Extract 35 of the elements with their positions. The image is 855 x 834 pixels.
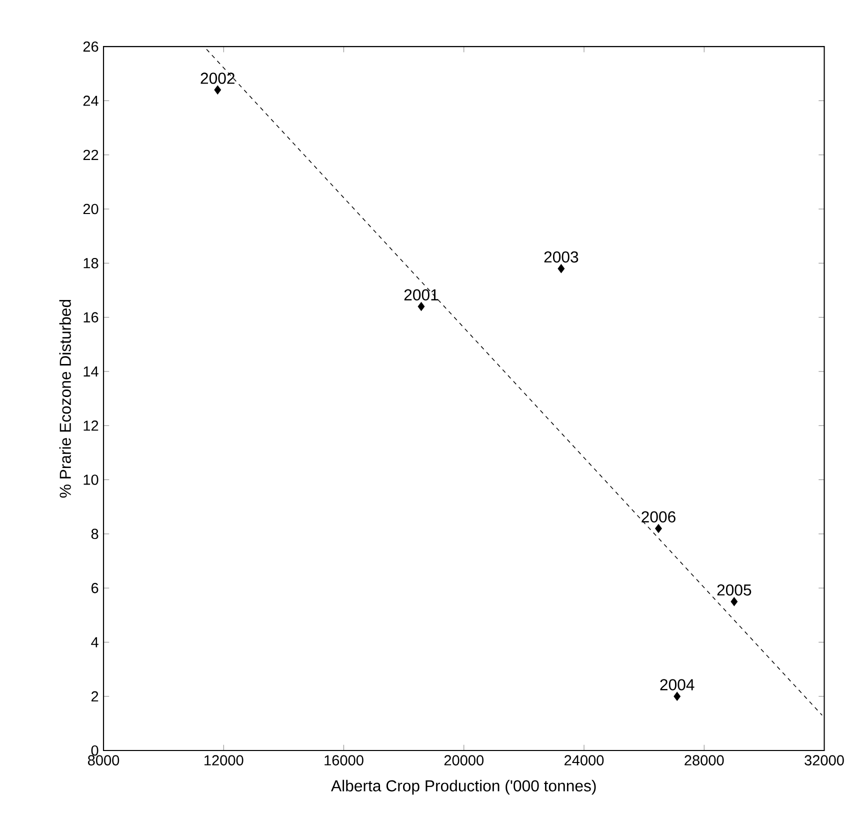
y-tick-label: 22 <box>83 150 98 160</box>
y-tick-label: 26 <box>83 42 98 52</box>
y-tick-label: 4 <box>91 637 98 648</box>
point <box>674 692 681 701</box>
annotation: 2004 <box>660 679 694 690</box>
point <box>214 86 222 95</box>
y-tick-label: 14 <box>84 366 98 377</box>
y-tick-label: 20 <box>83 204 98 214</box>
x-tick-label: 20000 <box>444 755 484 766</box>
y-tick-label: 0 <box>91 745 98 756</box>
y-tick-label: 24 <box>83 96 98 106</box>
annotation: 2002 <box>200 72 234 84</box>
x-axis-title: Alberta Crop Production ('000 tonnes) <box>331 780 596 795</box>
y-tick-label: 18 <box>84 258 98 268</box>
x-tick-label: 24000 <box>564 755 604 766</box>
y-tick-label: 8 <box>91 528 98 540</box>
annotation: 2005 <box>717 584 752 596</box>
x-tick-label: 28000 <box>684 755 724 766</box>
x-tick-label: 32000 <box>804 755 844 766</box>
y-tick-label: 2 <box>91 691 98 702</box>
point <box>730 597 738 606</box>
annotation: 2001 <box>404 289 438 301</box>
annotation: 2003 <box>544 251 578 263</box>
y-tick-label: 16 <box>84 312 98 323</box>
y-tick-label: 6 <box>92 583 98 594</box>
y-tick-label: 12 <box>84 420 98 431</box>
point <box>418 302 425 312</box>
x-tick-label: 16000 <box>324 755 364 766</box>
y-tick-label: 10 <box>84 474 98 486</box>
y-axis-title: % Prarie Ecozone Disturbed <box>59 300 71 498</box>
point <box>655 524 662 534</box>
point <box>558 264 565 274</box>
x-tick-label: 12000 <box>204 755 244 766</box>
x-tick-label: 8000 <box>88 755 120 766</box>
annotation: 2006 <box>642 511 676 523</box>
